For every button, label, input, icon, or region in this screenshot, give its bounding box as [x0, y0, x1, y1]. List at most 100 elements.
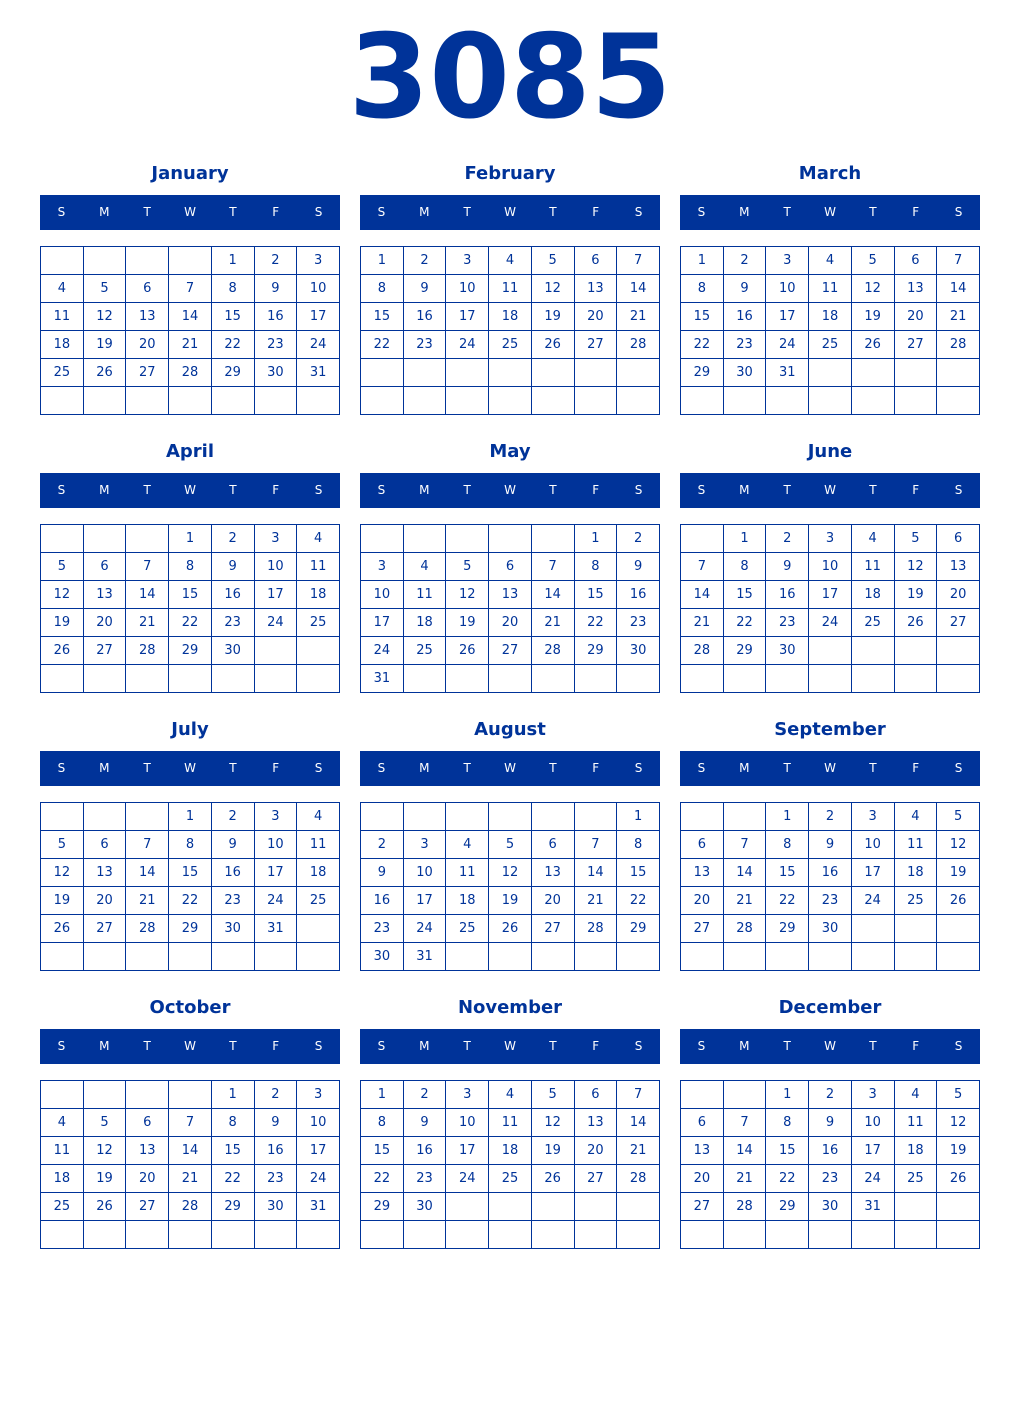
empty-day-cell	[168, 386, 212, 415]
week-row	[40, 386, 340, 415]
weekday-label: S	[57, 205, 66, 219]
day-cell: 24	[850, 1164, 895, 1193]
week-row	[680, 942, 980, 971]
empty-day-cell	[402, 1220, 447, 1249]
day-cell: 5	[488, 830, 532, 859]
weekday-label: M	[99, 1039, 110, 1053]
weekday-label: S	[57, 483, 66, 497]
weekday-label: S	[954, 483, 963, 497]
week-row: 5 6 7 8 9 10 11	[40, 830, 340, 859]
day-cell: 15	[210, 302, 255, 331]
day-cell: 18	[488, 302, 532, 331]
day-cell: 12	[40, 580, 84, 609]
weekday-label: S	[377, 483, 386, 497]
empty-day-cell	[125, 942, 170, 971]
weekday-label: T	[783, 205, 791, 219]
weekday-label: T	[463, 205, 471, 219]
week-row: 14 15 16 17 18 19 20	[680, 580, 980, 609]
week-row: 22 23 24 25 26 27 28	[680, 330, 980, 359]
day-cell: 3	[765, 246, 810, 275]
day-cell: 20	[488, 608, 532, 637]
day-cell: 26	[530, 330, 575, 359]
day-cell: 22	[722, 608, 767, 637]
day-cell: 10	[253, 830, 298, 859]
empty-day-cell	[168, 1080, 212, 1109]
day-cell: 20	[680, 886, 724, 915]
empty-day-cell	[296, 1220, 340, 1249]
day-cell: 1	[168, 802, 212, 831]
day-cell: 11	[40, 302, 84, 331]
day-cell: 15	[168, 858, 212, 887]
day-cell: 18	[402, 608, 447, 637]
week-row: 8 9 10 11 12 13 14	[360, 1108, 660, 1137]
week-row: 4 5 6 7 8 9 10	[40, 1108, 340, 1137]
week-row: 20 21 22 23 24 25 26	[680, 886, 980, 915]
weekday-label: W	[184, 483, 196, 497]
day-cell: 4	[40, 1108, 84, 1137]
day-cell: 11	[40, 1136, 84, 1165]
weekday-label: T	[869, 1039, 877, 1053]
day-cell: 14	[616, 274, 660, 303]
empty-day-cell	[616, 1192, 660, 1221]
day-cell: 26	[850, 330, 895, 359]
month-title: December	[778, 997, 882, 1018]
weekday-label: T	[463, 1039, 471, 1053]
day-cell: 6	[82, 552, 127, 581]
day-cell: 16	[253, 302, 298, 331]
day-cell: 28	[722, 1192, 767, 1221]
day-cell: 30	[402, 1192, 447, 1221]
day-cell: 18	[488, 1136, 532, 1165]
day-cell: 3	[253, 802, 298, 831]
empty-day-cell	[360, 802, 404, 831]
day-cell: 22	[210, 1164, 255, 1193]
day-cell: 24	[445, 1164, 490, 1193]
empty-day-cell	[210, 664, 255, 693]
day-cell: 25	[402, 636, 447, 665]
day-cell: 15	[360, 1136, 404, 1165]
day-cell: 31	[296, 358, 340, 387]
day-cell: 20	[573, 1136, 618, 1165]
day-cell: 6	[680, 1108, 724, 1137]
weekday-label: T	[463, 761, 471, 775]
day-cell: 1	[573, 524, 618, 553]
empty-day-cell	[765, 942, 810, 971]
week-row: 21 22 23 24 25 26 27	[680, 608, 980, 637]
day-cell: 19	[488, 886, 532, 915]
empty-day-cell	[530, 664, 575, 693]
day-cell: 21	[530, 608, 575, 637]
day-cell: 22	[210, 330, 255, 359]
weekday-label: F	[912, 1039, 920, 1053]
weekday-label: W	[824, 205, 836, 219]
empty-day-cell	[125, 802, 170, 831]
day-cell: 16	[253, 1136, 298, 1165]
day-cell: 18	[893, 858, 938, 887]
day-cell: 9	[402, 1108, 447, 1137]
day-cell: 26	[40, 636, 84, 665]
weekday-label: W	[824, 1039, 836, 1053]
week-row: 23 24 25 26 27 28 29	[360, 914, 660, 943]
day-cell: 12	[488, 858, 532, 887]
day-cell: 5	[850, 246, 895, 275]
day-cell: 27	[893, 330, 938, 359]
empty-day-cell	[168, 1220, 212, 1249]
day-cell: 19	[530, 1136, 575, 1165]
day-cell: 6	[530, 830, 575, 859]
day-cell: 9	[722, 274, 767, 303]
day-cell: 19	[530, 302, 575, 331]
day-cell: 4	[40, 274, 84, 303]
day-cell: 16	[808, 858, 852, 887]
day-cell: 17	[850, 1136, 895, 1165]
day-cell: 30	[360, 942, 404, 971]
day-cell: 14	[573, 858, 618, 887]
day-cell: 21	[722, 886, 767, 915]
day-cell: 10	[850, 830, 895, 859]
day-cell: 14	[616, 1108, 660, 1137]
weekday-label: F	[592, 483, 600, 497]
day-cell: 7	[168, 274, 212, 303]
day-cell: 23	[360, 914, 404, 943]
day-cell: 7	[722, 830, 767, 859]
empty-day-cell	[445, 664, 490, 693]
